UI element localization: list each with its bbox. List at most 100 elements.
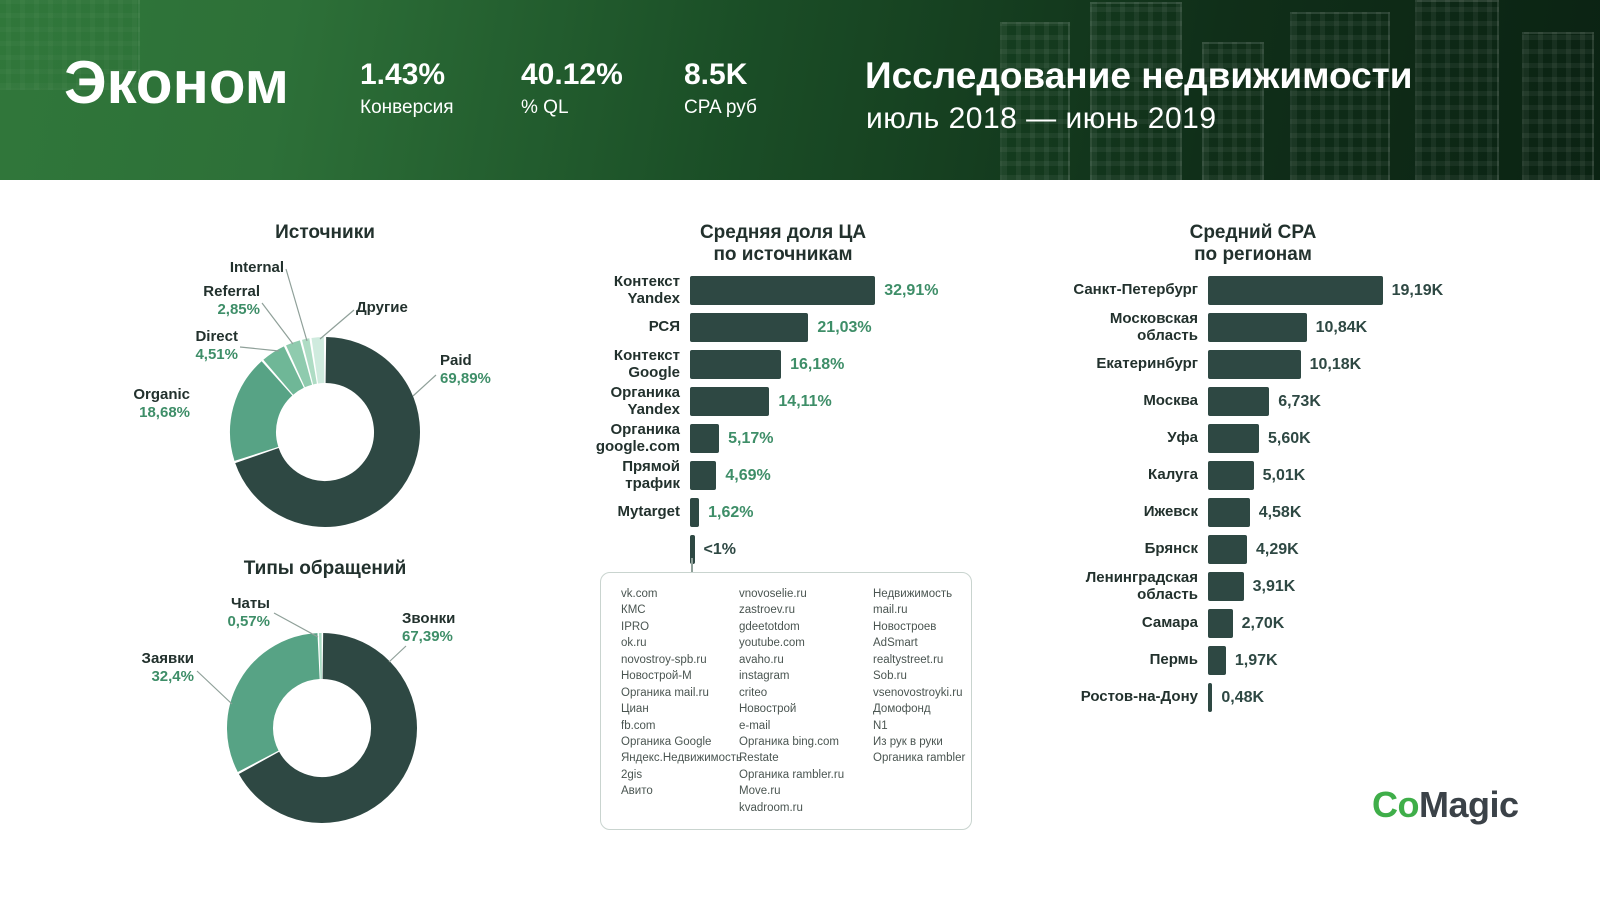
- donut-label-organic: Organic 18,68%: [82, 386, 190, 422]
- source-item: Органика rambler: [873, 752, 966, 765]
- bar-row: Органика google.com 5,17%: [530, 420, 1010, 457]
- donut-segment-Referral: [286, 340, 313, 388]
- source-item: Органика bing.com: [739, 735, 839, 748]
- source-item: Органика mail.ru: [621, 686, 709, 699]
- building-silhouette: [1090, 2, 1182, 180]
- bar-row: Контекст Google 16,18%: [530, 346, 1010, 383]
- bar-value: 19,19K: [1391, 281, 1444, 299]
- bar-category-label: Прямой трафик: [622, 457, 680, 492]
- header-banner: Эконом 1.43% Конверсия 40.12% % QL 8.5K …: [0, 0, 1600, 180]
- logo-part-co: Co: [1372, 784, 1420, 825]
- sources-column: Недвижимость mail.ru Новостроев AdSmart rea…: [873, 586, 977, 819]
- source-item: ok.ru: [621, 637, 647, 650]
- bar-value: 10,18K: [1309, 355, 1362, 373]
- bar-value: 3,91K: [1252, 577, 1296, 595]
- bar: [1208, 313, 1307, 342]
- donut-label-name: Чаты: [230, 595, 270, 612]
- donut-label-value: 67,39%: [402, 628, 453, 645]
- source-item: realtystreet.ru: [873, 653, 944, 666]
- bar-category-label: Контекст Yandex: [613, 272, 680, 307]
- bar-value: 6,73K: [1278, 392, 1321, 410]
- source-item: Sob.ru: [873, 670, 907, 683]
- donut-segment-Заявки: [227, 633, 321, 772]
- donut-label-other: Другие: [356, 299, 448, 317]
- bar-category-label: Контекст Google: [613, 346, 680, 381]
- bar-category-label: Органика Yandex: [610, 383, 680, 418]
- donut-label-chats: Чаты 0,57%: [160, 595, 270, 631]
- source-item: Новострой-М: [621, 670, 692, 683]
- bar: [1208, 535, 1247, 564]
- bar-row: Органика Yandex 14,11%: [530, 383, 1010, 420]
- donut-label-value: 69,89%: [440, 370, 491, 387]
- bar-row: РСЯ 21,03%: [530, 309, 1010, 346]
- donut-label-name: Заявки: [141, 650, 194, 667]
- bar-chart-cpa-by-region: Санкт-Петербург 19,19K Московская область 1…: [1030, 272, 1590, 716]
- chart-title-audience-share: Средняя доля ЦА по источникам: [699, 222, 867, 265]
- donut-label-name: Referral: [203, 283, 260, 300]
- stat-ql: 40.12% % QL: [521, 60, 623, 119]
- source-item: Циан: [621, 703, 649, 716]
- donut-label-value: 4,51%: [195, 346, 238, 363]
- bar-value: 2,70K: [1241, 614, 1285, 632]
- bar: [690, 276, 876, 305]
- building-silhouette: [1415, 0, 1499, 180]
- bar-row: Москва 6,73K: [1030, 383, 1590, 420]
- source-item: IPRO: [621, 620, 650, 633]
- source-item: Органика Google: [621, 735, 712, 748]
- report-title: Исследование недвижимости: [865, 55, 1413, 96]
- donut-segment-Organic: [230, 361, 294, 461]
- stat-cpa: 8.5K CPA руб: [684, 60, 757, 119]
- source-item: Яндекс.Недвижимость: [621, 752, 742, 765]
- bar: [1208, 350, 1301, 379]
- source-item: Move.ru: [739, 785, 781, 798]
- building-silhouette: [1522, 32, 1594, 180]
- report-period: июль 2018 — июнь 2019: [866, 102, 1217, 135]
- donut-label-internal: Internal: [180, 259, 284, 277]
- bar-category-label: Ростов-на-Дону: [1080, 688, 1198, 706]
- source-item: КМС: [621, 604, 646, 617]
- chart-title-sources: Источники: [275, 222, 375, 243]
- donut-label-paid: Paid 69,89%: [440, 352, 532, 388]
- bar-value: 4,58K: [1258, 503, 1302, 521]
- donut-label-name: Paid: [440, 352, 472, 369]
- bar-row: Московская область 10,84K: [1030, 309, 1590, 346]
- donut-label-name: Internal: [229, 259, 284, 276]
- bar-category-label: Санкт-Петербург: [1073, 281, 1198, 299]
- bar-value: 32,91%: [884, 281, 939, 299]
- bar-value: 1,97K: [1234, 651, 1278, 669]
- bar: [690, 313, 809, 342]
- source-item: criteo: [739, 686, 768, 699]
- bar: [1208, 276, 1383, 305]
- source-item: fb.com: [621, 719, 656, 732]
- source-item: instagram: [739, 670, 790, 683]
- chart-title-cpa-by-region: Средний CPA по регионам: [1189, 222, 1317, 265]
- source-item: vk.com: [621, 588, 658, 600]
- donut-chart-sources: [230, 337, 420, 527]
- bar: [690, 535, 695, 564]
- donut-label-value: 32,4%: [151, 668, 194, 685]
- bar: [1208, 498, 1250, 527]
- building-silhouette: [0, 0, 140, 90]
- sources-column: vnovoselie.ru zastroev.ru gdeetotdom youtub…: [739, 586, 873, 819]
- bar-row: Пермь 1,97K: [1030, 642, 1590, 679]
- bar: [690, 498, 700, 527]
- building-silhouette: [1202, 42, 1264, 180]
- donut-label-name: Другие: [356, 299, 408, 316]
- source-item: Новостроев: [873, 620, 937, 633]
- donut-chart-request-types: [227, 633, 417, 823]
- bar-category-label: Екатеринбург: [1096, 355, 1198, 373]
- source-item: 2gis: [621, 768, 643, 781]
- stat-value: 1.43%: [360, 58, 446, 91]
- bar-category-label: Ленинградская область: [1085, 568, 1198, 603]
- bar: [690, 387, 770, 416]
- donut-label-name: Direct: [195, 328, 238, 345]
- source-item: vnovoselie.ru: [739, 588, 807, 600]
- bar-category-label: Калуга: [1148, 466, 1198, 484]
- bar-category-label: Московская область: [1109, 309, 1198, 344]
- bar-value: 0,48K: [1221, 688, 1265, 706]
- donut-label-value: 18,68%: [139, 404, 190, 421]
- bar-value: 5,17%: [728, 429, 774, 447]
- source-item: AdSmart: [873, 637, 918, 650]
- donut-label-referral: Referral 2,85%: [148, 283, 260, 319]
- bar: [690, 424, 720, 453]
